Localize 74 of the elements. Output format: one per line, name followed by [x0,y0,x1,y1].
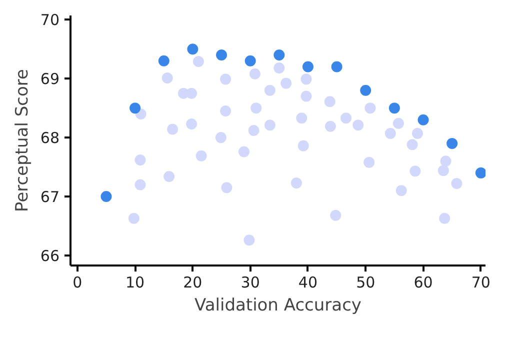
point [134,154,146,166]
point [302,61,314,72]
point [250,102,262,114]
point [158,55,170,66]
point [187,44,198,55]
y-tick-label: 68 [40,129,60,148]
point [196,150,207,162]
point [221,182,232,194]
point [340,112,352,124]
point [220,106,232,117]
point [290,177,302,188]
x-tick-label: 60 [414,274,433,292]
point [238,146,250,158]
point [264,120,276,131]
x-tick-label: 50 [356,274,376,292]
point [100,191,112,202]
point [438,165,449,176]
point [296,112,308,124]
point [451,178,462,190]
y-axis-title: Perceptual Score [12,69,32,212]
point [406,139,418,150]
point [446,138,458,149]
point [128,212,140,224]
point [167,124,178,135]
point [330,210,342,221]
point [300,74,312,85]
point [162,72,173,84]
point [410,166,421,177]
x-tick-label: 30 [240,274,260,292]
point [244,55,256,66]
point [360,84,372,96]
point [164,170,175,182]
point [186,88,198,99]
point [300,90,312,102]
point [249,68,260,80]
point [364,156,375,168]
point [324,96,336,108]
point [324,120,336,132]
x-tick-label: 20 [183,274,202,292]
x-tick-label: 70 [471,274,490,292]
y-tick-label: 70 [40,11,60,30]
point [364,102,376,114]
point [244,234,255,246]
point [418,114,429,126]
point [412,128,423,139]
point [384,128,396,139]
point [439,212,450,224]
point [388,102,400,114]
point [475,167,486,178]
point [280,78,292,89]
x-tick-label: 0 [72,274,82,292]
point [216,50,228,60]
point [134,179,146,190]
x-tick-label: 10 [126,274,145,292]
point [274,50,285,60]
point [248,124,260,136]
point [392,118,404,129]
point [215,132,226,144]
point [440,156,452,167]
point [298,140,309,152]
x-axis-title: Validation Accuracy [194,296,362,316]
y-tick-label: 66 [40,246,60,265]
point [220,74,232,85]
x-tick-label: 40 [298,274,318,292]
point [352,120,364,131]
point [192,56,204,67]
point [130,102,141,114]
point [396,185,407,196]
point [331,61,342,72]
point [186,118,198,130]
point [264,84,276,96]
y-tick-label: 69 [40,70,60,88]
y-tick-label: 67 [40,188,60,206]
point [274,62,285,74]
